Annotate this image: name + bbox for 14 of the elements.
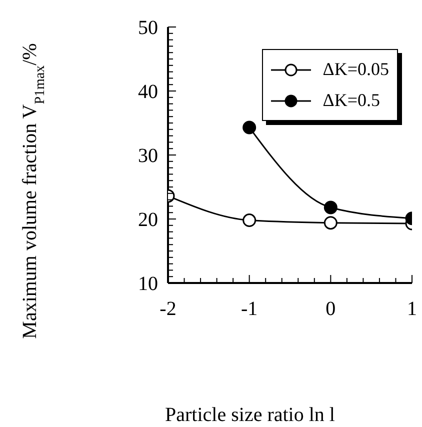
point (242, 120, 256, 134)
y-tick-label: 50 (138, 17, 158, 39)
x-axis-title: Particle size ratio ln l (165, 404, 336, 426)
x-tick-label: 0 (326, 298, 336, 320)
legend-label: ΔK=0.05 (322, 59, 389, 80)
point (324, 200, 338, 214)
y-tick-label: 40 (138, 81, 158, 103)
legend-label: ΔK=0.5 (322, 90, 380, 111)
y-tick-label: 10 (138, 273, 158, 295)
x-tick-label: 1 (407, 298, 417, 320)
x-tick-label: -1 (240, 298, 258, 320)
x-tick-label: -2 (160, 298, 176, 320)
y-tick-label: 30 (138, 145, 158, 167)
y-tick-label: 20 (138, 209, 158, 231)
